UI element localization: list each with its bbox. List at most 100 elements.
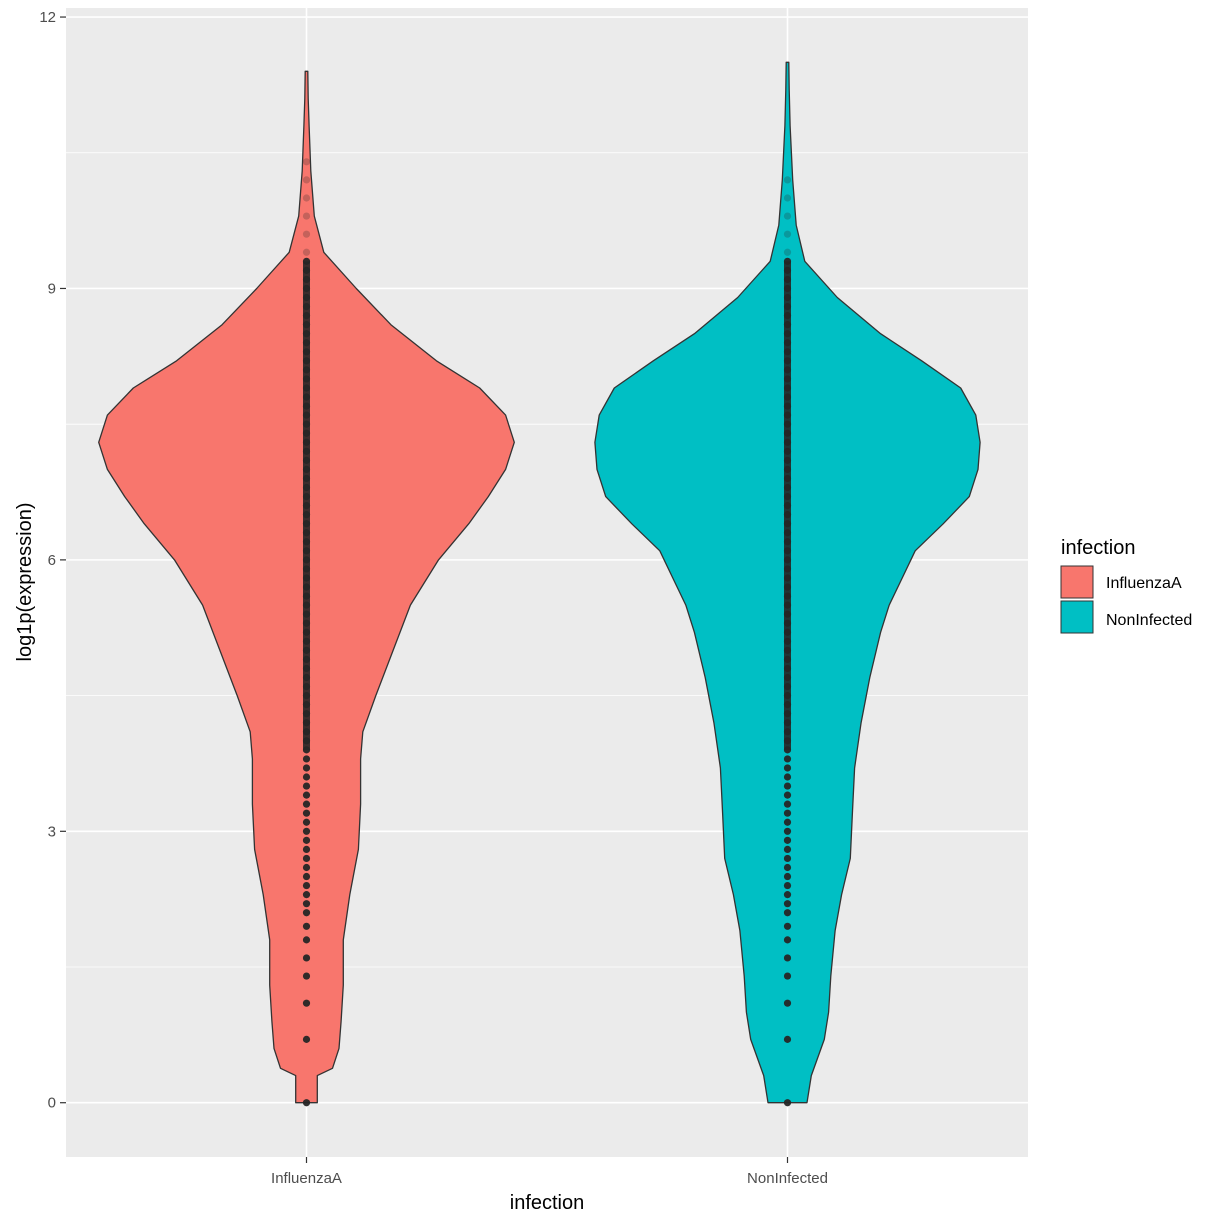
- data-point: [783, 728, 792, 736]
- data-point: [302, 538, 311, 546]
- data-point: [783, 664, 792, 673]
- data-point: [783, 230, 792, 238]
- data-point: [302, 791, 311, 799]
- data-point: [302, 755, 311, 763]
- data-point: [302, 737, 311, 745]
- data-point: [302, 891, 311, 899]
- data-point: [783, 302, 792, 311]
- data-point: [783, 420, 792, 428]
- legend-key-noninfected: [1060, 600, 1094, 634]
- data-point: [302, 574, 311, 582]
- data-point: [783, 737, 792, 745]
- data-point: [302, 664, 311, 673]
- data-point: [302, 293, 311, 302]
- data-point: [302, 800, 311, 808]
- data-point: [783, 411, 792, 419]
- data-point: [783, 474, 792, 483]
- data-point: [302, 610, 311, 618]
- data-point: [302, 375, 311, 383]
- data-point: [783, 321, 792, 329]
- data-point: [783, 194, 792, 202]
- data-point: [783, 655, 792, 664]
- data-point: [783, 384, 792, 392]
- data-point: [302, 673, 311, 682]
- data-point: [783, 682, 792, 691]
- data-point: [783, 547, 792, 555]
- data-point: [302, 619, 311, 627]
- data-point: [783, 845, 792, 853]
- data-point: [302, 592, 311, 600]
- data-point: [302, 474, 311, 483]
- data-point: [783, 836, 792, 844]
- data-point: [302, 393, 311, 401]
- data-point: [783, 1099, 792, 1107]
- data-point: [302, 420, 311, 428]
- data-point: [302, 809, 311, 817]
- data-point: [783, 592, 792, 600]
- data-point: [783, 710, 792, 718]
- data-point: [783, 646, 792, 654]
- data-point: [302, 348, 311, 356]
- data-point: [302, 321, 311, 329]
- y-tick-label: 6: [48, 552, 56, 569]
- data-point: [783, 293, 792, 302]
- data-point: [302, 827, 311, 835]
- data-point: [783, 764, 792, 772]
- data-point: [783, 637, 792, 645]
- data-point: [783, 520, 792, 528]
- data-point: [783, 339, 792, 347]
- data-point: [783, 863, 792, 872]
- data-point: [783, 746, 792, 754]
- data-point: [302, 429, 311, 437]
- data-point: [783, 628, 792, 636]
- y-tick-label: 3: [48, 823, 56, 840]
- data-point: [302, 728, 311, 736]
- data-point: [783, 176, 792, 184]
- data-point: [783, 266, 792, 274]
- data-point: [783, 212, 792, 220]
- data-point: [783, 773, 792, 781]
- data-point: [783, 909, 792, 917]
- data-point: [302, 230, 311, 238]
- data-point: [783, 429, 792, 437]
- data-point: [302, 312, 311, 320]
- data-point: [783, 999, 792, 1007]
- data-point: [302, 529, 311, 537]
- data-point: [783, 357, 792, 365]
- data-point: [783, 1035, 792, 1043]
- x-axis: InfluenzaA NonInfected: [271, 1157, 828, 1187]
- data-point: [302, 691, 311, 700]
- data-point: [302, 284, 311, 293]
- data-point: [302, 402, 311, 410]
- data-point: [783, 330, 792, 338]
- data-point: [783, 275, 792, 284]
- data-point: [302, 900, 311, 908]
- data-point: [783, 881, 792, 890]
- data-point: [302, 511, 311, 519]
- data-point: [302, 746, 311, 754]
- data-point: [302, 520, 311, 528]
- data-point: [783, 511, 792, 519]
- data-point: [302, 501, 311, 510]
- data-point: [302, 710, 311, 718]
- data-point: [783, 574, 792, 582]
- x-tick-label: NonInfected: [747, 1170, 828, 1187]
- y-tick-label: 12: [39, 9, 56, 26]
- y-axis-title: log1p(expression): [14, 503, 36, 662]
- data-point: [783, 791, 792, 799]
- data-point: [783, 248, 792, 256]
- data-point: [302, 909, 311, 917]
- data-point: [302, 411, 311, 419]
- data-point: [302, 1099, 311, 1107]
- data-point: [302, 628, 311, 636]
- data-point: [783, 501, 792, 510]
- data-point: [783, 818, 792, 826]
- data-point: [783, 447, 792, 455]
- data-point: [783, 393, 792, 401]
- data-point: [302, 583, 311, 591]
- legend-key-influenzaa: [1060, 565, 1094, 599]
- data-point: [783, 402, 792, 410]
- data-point: [783, 465, 792, 474]
- data-point: [783, 438, 792, 446]
